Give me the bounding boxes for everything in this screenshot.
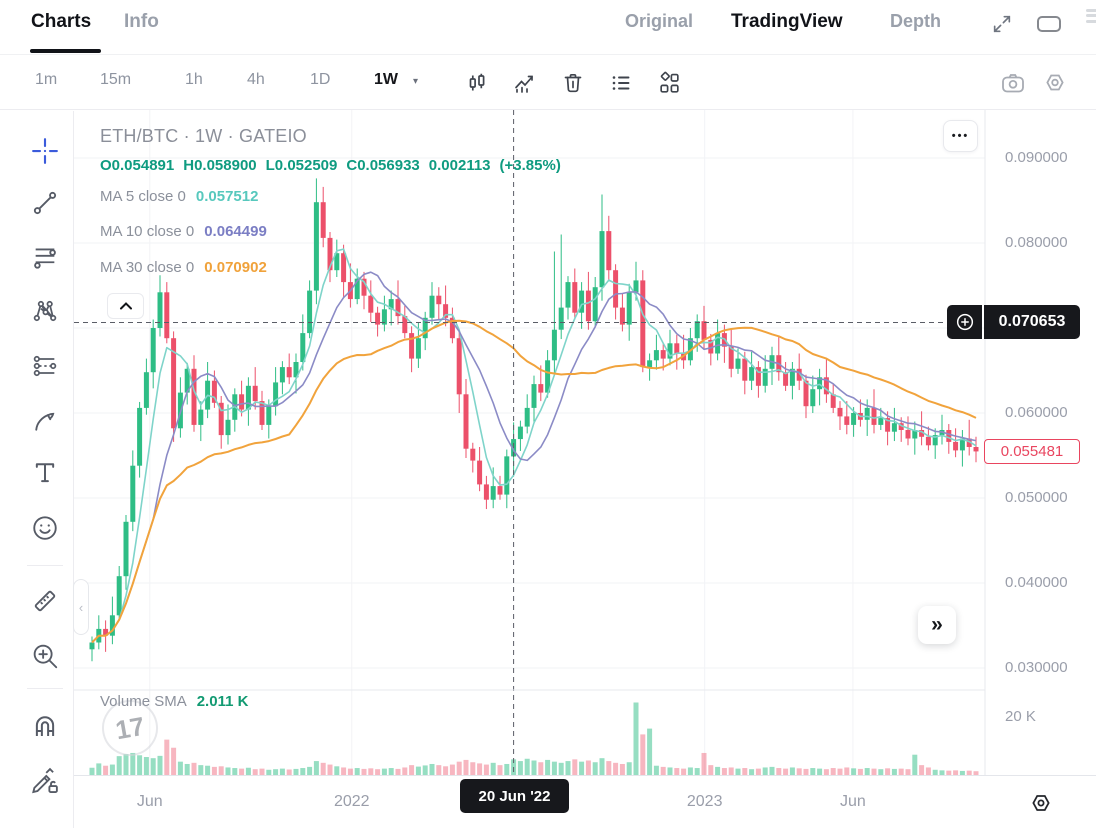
timeframe-dropdown-caret[interactable]: ▾: [413, 76, 419, 87]
timeframe-15m[interactable]: 15m: [100, 71, 132, 88]
candle-style-icon[interactable]: [463, 69, 491, 97]
crosshair-price-badge: 0.070653: [947, 305, 1080, 339]
time-tick: 2023: [686, 793, 723, 810]
volume-legend[interactable]: Volume SMA 2.011 K: [100, 693, 248, 710]
magnet-tool-icon[interactable]: [29, 710, 61, 742]
time-axis[interactable]: 20 Jun '22 Jun 2022 2023 Jun: [74, 775, 1096, 828]
chart-canvas[interactable]: [74, 110, 1096, 828]
object-tree-icon[interactable]: [607, 69, 635, 97]
price-tick: 0.060000: [1005, 404, 1068, 421]
text-tool-icon[interactable]: [29, 457, 61, 489]
ma10-value: 0.064499: [204, 223, 267, 240]
pane-more-button[interactable]: •••: [943, 120, 978, 152]
timeframe-1w-active[interactable]: 1W: [374, 71, 398, 88]
crosshair-time-badge: 20 Jun '22: [460, 779, 569, 813]
projection-tool-icon[interactable]: [29, 350, 61, 382]
ma5-value: 0.057512: [195, 188, 259, 205]
brush-tool-icon[interactable]: [29, 405, 61, 437]
time-tick: Jun: [840, 793, 866, 810]
price-tick: 0.040000: [1005, 574, 1068, 591]
xabcd-pattern-tool-icon[interactable]: [29, 295, 61, 327]
volume-sma-label: Volume SMA: [100, 693, 187, 710]
mode-tradingview[interactable]: TradingView: [731, 11, 843, 32]
trend-line-tool-icon[interactable]: [29, 187, 61, 219]
edge-menu-icon[interactable]: [1086, 6, 1096, 26]
mode-original[interactable]: Original: [625, 11, 694, 31]
fib-retracement-tool-icon[interactable]: [29, 241, 61, 273]
scroll-to-latest-button[interactable]: »: [918, 606, 956, 644]
mode-depth[interactable]: Depth: [890, 11, 941, 31]
ohlc-high: H0.058900: [183, 157, 257, 174]
chart-settings-icon[interactable]: [1041, 69, 1069, 97]
ma30-legend[interactable]: MA 30 close 0 0.070902: [100, 259, 267, 276]
price-tick: 0.050000: [1005, 489, 1068, 506]
volume-tick: 20 K: [1005, 708, 1036, 725]
tab-charts[interactable]: Charts: [31, 11, 92, 32]
ma5-legend[interactable]: MA 5 close 0 0.057512: [100, 188, 258, 205]
ruler-tool-icon[interactable]: [29, 585, 61, 617]
price-tick: 0.080000: [1005, 234, 1068, 251]
chart-region: 17 ETH/BTC · 1W · GATEIO O0.054891 H0.058…: [74, 110, 1096, 828]
crosshair-tool-icon[interactable]: [29, 135, 61, 167]
legend-collapse-button[interactable]: [107, 293, 144, 319]
timeframe-1h[interactable]: 1h: [185, 71, 203, 88]
volume-sma-value: 2.011 K: [196, 693, 249, 710]
ma10-label: MA 10 close 0: [100, 223, 195, 240]
ohlc-low: L0.052509: [265, 157, 338, 174]
sidebar-divider: [27, 565, 63, 566]
ohlc-open: O0.054891: [100, 157, 175, 174]
ohlc-readout: O0.054891 H0.058900 L0.052509 C0.056933 0.00…: [100, 157, 570, 174]
ohlc-close: C0.056933: [346, 157, 420, 174]
time-tick: Jun: [136, 793, 163, 810]
delete-drawings-icon[interactable]: [559, 69, 587, 97]
ma10-legend[interactable]: MA 10 close 0 0.064499: [100, 223, 267, 240]
layout-templates-icon[interactable]: [655, 69, 683, 97]
lock-drawings-tool-icon[interactable]: [29, 765, 61, 797]
crosshair-price-value: 0.070653: [984, 305, 1080, 339]
ma30-value: 0.070902: [204, 259, 267, 276]
last-price-badge: 0.055481: [984, 439, 1080, 464]
ohlc-change: 0.002113: [428, 157, 491, 174]
timeframe-1d[interactable]: 1D: [310, 71, 331, 88]
timezone-settings-icon[interactable]: [1024, 786, 1058, 820]
timeframe-4h[interactable]: 4h: [247, 71, 265, 88]
chart-toolbar: 1m 15m 1h 4h 1D 1W ▾: [0, 56, 1096, 110]
price-tick: 0.090000: [1005, 149, 1068, 166]
top-tab-bar: Charts Info Original TradingView Depth: [0, 0, 1096, 55]
active-tab-underline: [30, 49, 101, 53]
sidebar-divider: [27, 688, 63, 689]
indicators-icon[interactable]: [511, 69, 539, 97]
screenshot-camera-icon[interactable]: [999, 69, 1027, 97]
sidebar-collapse-handle[interactable]: ‹: [73, 579, 89, 635]
timeframe-1m[interactable]: 1m: [35, 71, 58, 88]
ma5-label: MA 5 close 0: [100, 188, 186, 205]
time-tick: 2022: [333, 793, 370, 810]
ma30-label: MA 30 close 0: [100, 259, 195, 276]
crosshair-target-icon[interactable]: [947, 305, 982, 339]
tab-info[interactable]: Info: [124, 11, 159, 32]
symbol-title[interactable]: ETH/BTC · 1W · GATEIO: [100, 126, 307, 146]
drawing-tools-sidebar: [0, 111, 74, 828]
zoom-in-tool-icon[interactable]: [29, 640, 61, 672]
price-tick: 0.030000: [1005, 659, 1068, 676]
window-toggle-icon[interactable]: [1034, 9, 1064, 39]
emoji-tool-icon[interactable]: [29, 512, 61, 544]
ohlc-change-pct: (+3.85%): [499, 157, 561, 174]
fullscreen-icon[interactable]: [987, 9, 1017, 39]
